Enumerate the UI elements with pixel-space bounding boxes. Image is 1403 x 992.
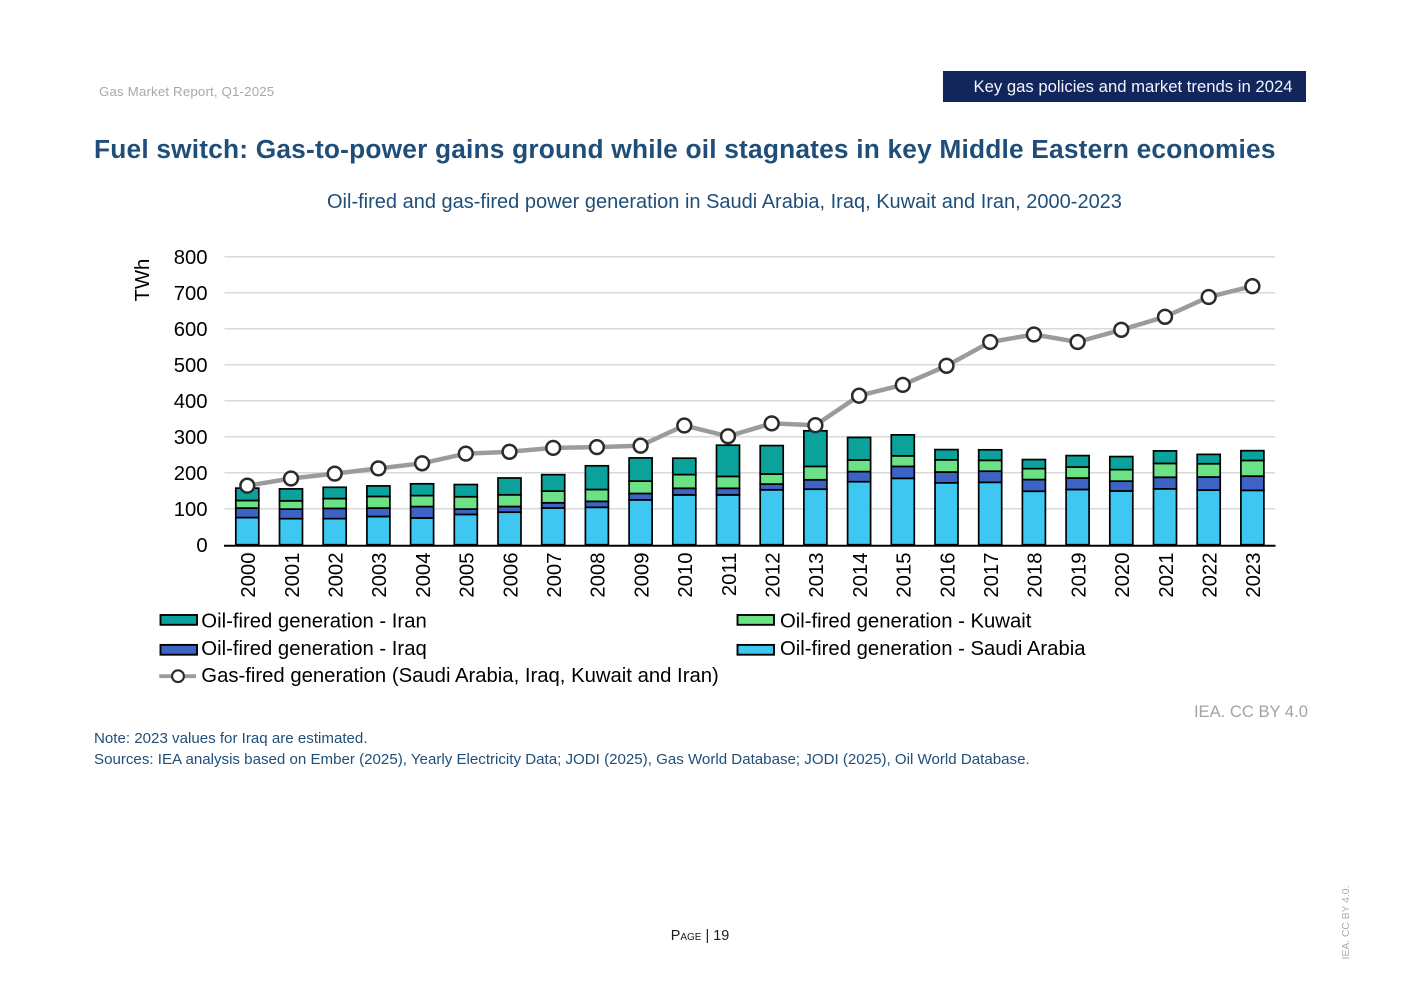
svg-text:2004: 2004 bbox=[413, 553, 435, 598]
svg-text:2019: 2019 bbox=[1068, 553, 1090, 598]
svg-text:2021: 2021 bbox=[1156, 553, 1178, 598]
svg-text:800: 800 bbox=[174, 247, 208, 269]
svg-text:Oil-fired generation - Kuwait: Oil-fired generation - Kuwait bbox=[780, 610, 1032, 632]
svg-text:2010: 2010 bbox=[675, 553, 697, 598]
svg-text:2011: 2011 bbox=[719, 553, 741, 597]
svg-text:2002: 2002 bbox=[326, 553, 348, 598]
svg-text:TWh: TWh bbox=[132, 259, 154, 302]
svg-text:500: 500 bbox=[174, 355, 208, 377]
svg-text:Oil-fired generation - Iran: Oil-fired generation - Iran bbox=[201, 610, 426, 632]
svg-text:2005: 2005 bbox=[457, 553, 479, 598]
svg-text:Oil-fired generation - Iraq: Oil-fired generation - Iraq bbox=[201, 638, 426, 660]
svg-text:2012: 2012 bbox=[763, 553, 785, 598]
svg-text:200: 200 bbox=[174, 463, 208, 485]
svg-text:2016: 2016 bbox=[937, 553, 959, 598]
svg-text:0: 0 bbox=[196, 535, 207, 557]
svg-text:300: 300 bbox=[174, 427, 208, 449]
svg-text:700: 700 bbox=[174, 283, 208, 305]
svg-text:100: 100 bbox=[174, 499, 208, 521]
svg-text:2009: 2009 bbox=[631, 553, 653, 598]
svg-text:2014: 2014 bbox=[850, 553, 872, 598]
svg-text:2020: 2020 bbox=[1112, 553, 1134, 598]
svg-text:600: 600 bbox=[174, 319, 208, 341]
svg-text:2006: 2006 bbox=[500, 553, 522, 598]
svg-text:2013: 2013 bbox=[806, 553, 828, 598]
svg-text:400: 400 bbox=[174, 391, 208, 413]
svg-text:2000: 2000 bbox=[238, 553, 260, 598]
svg-text:2003: 2003 bbox=[369, 553, 391, 598]
svg-text:2001: 2001 bbox=[282, 553, 304, 598]
svg-text:2015: 2015 bbox=[894, 553, 916, 598]
svg-text:2018: 2018 bbox=[1025, 553, 1047, 598]
svg-text:2008: 2008 bbox=[588, 553, 610, 598]
svg-text:2007: 2007 bbox=[544, 553, 566, 598]
svg-text:Oil-fired generation - Saudi A: Oil-fired generation - Saudi Arabia bbox=[780, 638, 1086, 660]
svg-text:2023: 2023 bbox=[1243, 553, 1265, 598]
svg-text:2017: 2017 bbox=[981, 553, 1003, 598]
svg-text:2022: 2022 bbox=[1200, 553, 1222, 598]
svg-text:Gas-fired generation (Saudi Ar: Gas-fired generation (Saudi Arabia, Iraq… bbox=[201, 665, 718, 687]
